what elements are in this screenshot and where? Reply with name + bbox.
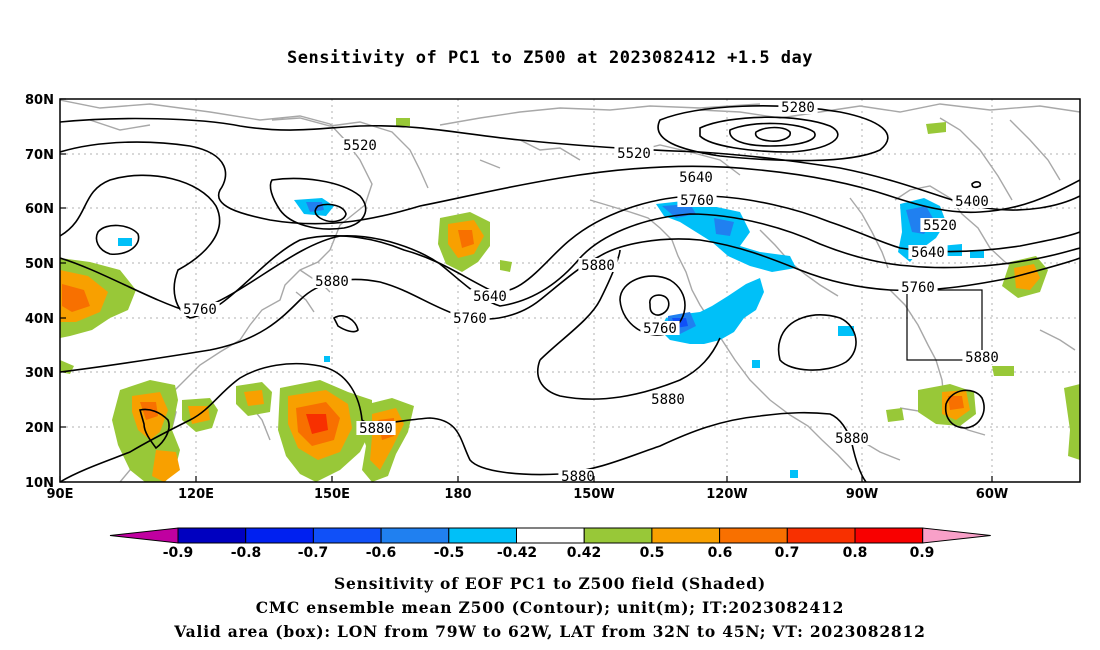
svg-text:5520: 5520 — [343, 138, 377, 154]
colorbar-label: -0.8 — [230, 545, 262, 561]
contour-label: 5640 — [676, 170, 716, 186]
colorbar-label: 0.7 — [774, 545, 800, 561]
svg-text:5760: 5760 — [901, 280, 935, 296]
contour-label: 5400 — [952, 194, 992, 210]
caption-line-1: Sensitivity of EOF PC1 to Z500 field (Sh… — [334, 574, 766, 593]
contour-label: 5760 — [640, 321, 680, 337]
svg-text:5520: 5520 — [923, 218, 957, 234]
contour-label: 5880 — [578, 258, 618, 274]
svg-text:5880: 5880 — [581, 258, 615, 274]
map-frame — [59, 98, 1081, 483]
colorbar-label: 0.5 — [639, 545, 665, 561]
lat-label: 80N — [25, 93, 54, 108]
colorbar-label: 0.8 — [842, 545, 868, 561]
lon-label: 120E — [178, 487, 214, 502]
colorbar-cell — [177, 527, 247, 544]
contour-label: 5520 — [614, 146, 654, 162]
colorbar-label: -0.7 — [297, 545, 329, 561]
colorbar-cell — [719, 527, 788, 544]
colorbar-cell — [651, 527, 721, 544]
svg-text:5760: 5760 — [643, 321, 677, 337]
contour-label: 5880 — [832, 431, 872, 447]
colorbar-label: 0.9 — [909, 545, 935, 561]
contour-label: 5640 — [470, 289, 510, 305]
contour-label: 5760 — [677, 193, 717, 209]
svg-text:5880: 5880 — [561, 469, 595, 485]
svg-text:5280: 5280 — [781, 100, 815, 116]
lat-label: 50N — [25, 257, 54, 272]
colorbar-cell — [245, 527, 314, 544]
lat-label: 20N — [25, 421, 54, 436]
colorbar-cell — [516, 527, 585, 544]
valid-area-box — [906, 289, 983, 361]
lon-label: 90E — [47, 487, 74, 502]
colorbar-label: -0.42 — [496, 545, 538, 561]
lat-label: 60N — [25, 202, 54, 217]
contour-label: 5880 — [312, 274, 352, 290]
colorbar-cell — [583, 527, 653, 544]
lat-label: 40N — [25, 312, 54, 327]
lat-label: 30N — [25, 366, 54, 381]
svg-text:5640: 5640 — [679, 170, 713, 186]
contour-label: 5640 — [908, 245, 948, 261]
colorbar-label: -0.5 — [433, 545, 465, 561]
colorbar-cell — [448, 527, 517, 544]
contour-label: 5520 — [340, 138, 380, 154]
contour-label: 5880 — [558, 469, 598, 485]
lon-label: 120W — [706, 487, 747, 502]
colorbar-label: -0.6 — [365, 545, 397, 561]
caption-line-2: CMC ensemble mean Z500 (Contour); unit(m… — [255, 598, 845, 617]
contour-label: 5520 — [920, 218, 960, 234]
lat-label: 70N — [25, 148, 54, 163]
colorbar-under-triangle — [109, 527, 179, 544]
contour-label: 5760 — [450, 311, 490, 327]
colorbar-cell — [854, 527, 924, 544]
svg-text:5880: 5880 — [315, 274, 349, 290]
contour-label: 5880 — [962, 350, 1002, 366]
svg-text:5880: 5880 — [651, 392, 685, 408]
axis-ticks — [59, 98, 993, 483]
colorbar-cell — [786, 527, 856, 544]
contour-label: 5760 — [180, 302, 220, 318]
contour-label-layer: 5280 5400 5520 5520 5520 5640 5640 5640 5760 5760… — [180, 100, 1002, 485]
colorbar-label: 0.6 — [707, 545, 733, 561]
svg-text:5760: 5760 — [453, 311, 487, 327]
lat-label: 10N — [25, 476, 54, 491]
svg-text:5400: 5400 — [955, 194, 989, 210]
longitude-labels: 90E 120E 150E 180 150W 120W 90W 60W — [47, 487, 1009, 502]
figure-title: Sensitivity of PC1 to Z500 at 2023082412… — [286, 48, 813, 68]
svg-text:5520: 5520 — [617, 146, 651, 162]
lon-label: 150W — [573, 487, 614, 502]
colorbar-cell — [380, 527, 450, 544]
lon-label: 150E — [314, 487, 350, 502]
contour-label: 5880 — [356, 421, 396, 437]
svg-text:5880: 5880 — [835, 431, 869, 447]
colorbar — [109, 527, 991, 544]
caption-line-3: Valid area (box): LON from 79W to 62W, L… — [174, 622, 926, 641]
lon-label: 60W — [976, 487, 1008, 502]
svg-text:5880: 5880 — [965, 350, 999, 366]
svg-text:5760: 5760 — [680, 193, 714, 209]
contour-label: 5280 — [778, 100, 818, 116]
negative-sensitivity-shading — [118, 198, 984, 478]
colorbar-over-triangle — [922, 527, 991, 544]
contour-label: 5760 — [898, 280, 938, 296]
svg-text:5640: 5640 — [911, 245, 945, 261]
svg-text:5760: 5760 — [183, 302, 217, 318]
lon-label: 180 — [444, 487, 471, 502]
colorbar-cell — [312, 527, 382, 544]
svg-text:5880: 5880 — [359, 421, 393, 437]
contour-label: 5880 — [648, 392, 688, 408]
svg-text:5640: 5640 — [473, 289, 507, 305]
colorbar-label: -0.9 — [162, 545, 194, 561]
lon-label: 90W — [846, 487, 878, 502]
latitude-labels: 80N 70N 60N 50N 40N 30N 20N 10N — [25, 93, 54, 491]
colorbar-label: 0.42 — [566, 545, 602, 561]
